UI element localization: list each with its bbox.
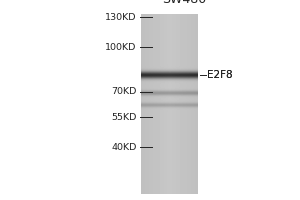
Text: 130KD: 130KD [105,12,136,21]
Text: E2F8: E2F8 [207,70,232,80]
Text: 55KD: 55KD [111,112,136,121]
Text: 100KD: 100KD [105,43,136,51]
Text: 70KD: 70KD [111,88,136,97]
Text: SW480: SW480 [162,0,207,6]
Text: 40KD: 40KD [111,142,136,152]
Text: E2F8: E2F8 [207,70,232,80]
Bar [141,14,198,194]
